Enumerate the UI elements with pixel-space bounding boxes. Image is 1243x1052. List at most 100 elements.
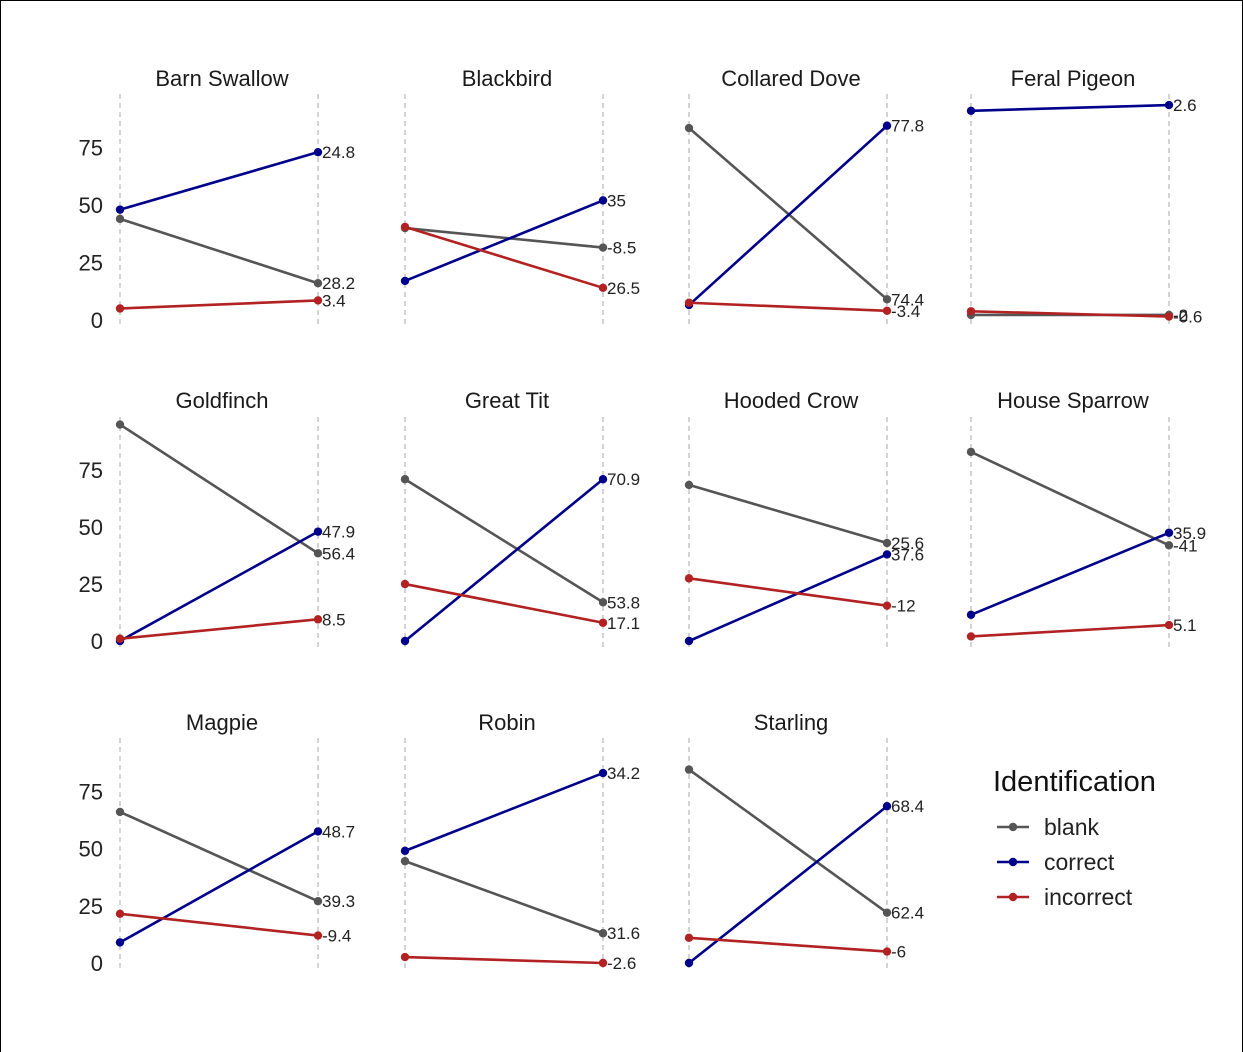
legend-label-blank: blank: [1044, 814, 1099, 840]
point-start-incorrect: [400, 952, 410, 962]
point-end-incorrect: [882, 947, 892, 956]
series-line-incorrect: [970, 623, 1170, 638]
value-label-blank: 31.6: [607, 924, 640, 943]
y-tick-label: 50: [79, 515, 103, 540]
series-line-correct: [119, 830, 319, 944]
point-end-incorrect: [882, 601, 892, 610]
point-end-incorrect: [313, 296, 323, 305]
value-label-correct: 68.4: [891, 797, 924, 816]
point-start-correct: [400, 636, 410, 646]
point-end-incorrect: [313, 615, 323, 624]
series-line-blank: [688, 483, 888, 545]
point-end-incorrect: [598, 283, 608, 293]
point-end-incorrect: [598, 958, 608, 968]
point-end-correct: [598, 768, 608, 778]
panel-title: Robin: [478, 710, 535, 735]
series-line-incorrect: [119, 618, 319, 641]
series-line-incorrect: [688, 936, 888, 953]
value-label-correct: 35: [607, 191, 626, 210]
point-end-blank: [882, 538, 892, 548]
panel-title: Blackbird: [462, 66, 552, 91]
series-line-correct: [688, 124, 888, 307]
point-end-incorrect: [598, 618, 608, 627]
point-end-blank: [1164, 541, 1174, 550]
y-tick-label: 25: [79, 251, 103, 276]
point-start-correct: [966, 610, 976, 619]
point-start-correct: [115, 205, 125, 214]
series-line-blank: [404, 226, 604, 249]
panel-great-tit: Great Tit 53.8 70.9 17.1: [400, 388, 640, 648]
value-label-incorrect: -12: [891, 597, 916, 616]
series-line-correct: [970, 531, 1170, 616]
series-line-incorrect: [119, 912, 319, 937]
value-label-blank: -2: [1173, 306, 1188, 325]
value-label-correct: 70.9: [607, 470, 640, 489]
legend: Identification blank correct incorrect: [993, 766, 1156, 910]
point-start-blank: [115, 807, 125, 817]
point-start-incorrect: [400, 579, 410, 589]
panel-goldfinch: Goldfinch 0 25 50 75 56.4 47.9 8.5: [79, 388, 356, 654]
panel-title: Goldfinch: [176, 388, 269, 413]
legend-title: Identification: [993, 766, 1156, 798]
panel-title: Starling: [754, 710, 829, 735]
point-start-correct: [400, 276, 410, 286]
point-start-blank: [400, 475, 410, 484]
series-line-correct: [404, 199, 604, 283]
point-start-blank: [684, 123, 694, 133]
value-label-blank: 74.4: [891, 290, 924, 309]
y-tick-label: 0: [91, 951, 103, 976]
series-line-blank: [404, 478, 604, 604]
series-line-incorrect: [119, 299, 319, 310]
y-tick-label: 0: [91, 629, 103, 654]
point-end-correct: [313, 827, 323, 836]
point-end-blank: [598, 929, 608, 938]
value-label-incorrect: -9.4: [322, 927, 351, 946]
point-end-correct: [882, 121, 892, 130]
point-start-incorrect: [684, 298, 694, 307]
panel-magpie: Magpie 0 25 50 75 39.3 48.7 -9.4: [79, 710, 356, 976]
series-line-incorrect: [688, 577, 888, 607]
y-tick-label: 0: [91, 308, 103, 333]
series-line-incorrect: [404, 582, 604, 625]
series-line-blank: [119, 810, 319, 903]
series-line-correct: [688, 805, 888, 965]
panel-title: Great Tit: [465, 388, 549, 413]
value-label-incorrect: 3.4: [322, 291, 346, 310]
series-line-correct: [119, 530, 319, 643]
point-end-blank: [882, 295, 892, 304]
point-start-incorrect: [684, 574, 694, 583]
value-label-blank: 53.8: [607, 593, 640, 612]
point-start-incorrect: [684, 933, 694, 943]
point-start-incorrect: [115, 909, 125, 918]
point-start-correct: [115, 938, 125, 947]
series-line-blank: [119, 423, 319, 555]
value-label-blank: -41: [1173, 536, 1198, 555]
value-label-blank: -8.5: [607, 239, 636, 258]
point-end-correct: [598, 196, 608, 205]
value-label-incorrect: 5.1: [1173, 616, 1197, 635]
legend-key-point: [1008, 857, 1018, 867]
point-end-correct: [313, 147, 323, 157]
panel-collared-dove: Collared Dove 74.4 77.8 -3.4: [684, 66, 924, 327]
point-end-correct: [882, 550, 892, 559]
y-tick-label: 75: [79, 458, 103, 483]
point-start-incorrect: [115, 634, 125, 643]
series-line-correct: [119, 150, 319, 211]
point-start-correct: [684, 636, 694, 646]
point-start-blank: [966, 447, 976, 457]
point-start-blank: [684, 765, 694, 774]
point-start-correct: [400, 846, 410, 856]
value-label-incorrect: 8.5: [322, 610, 346, 629]
point-start-blank: [684, 480, 694, 490]
point-end-blank: [598, 243, 608, 252]
point-start-incorrect: [400, 222, 410, 232]
y-tick-label: 25: [79, 572, 103, 597]
point-end-correct: [1164, 528, 1174, 537]
value-label-blank: 62.4: [891, 904, 924, 923]
value-label-correct: 37.6: [891, 545, 924, 564]
point-end-incorrect: [1164, 620, 1174, 630]
point-start-correct: [966, 106, 976, 115]
y-tick-label: 50: [79, 193, 103, 218]
